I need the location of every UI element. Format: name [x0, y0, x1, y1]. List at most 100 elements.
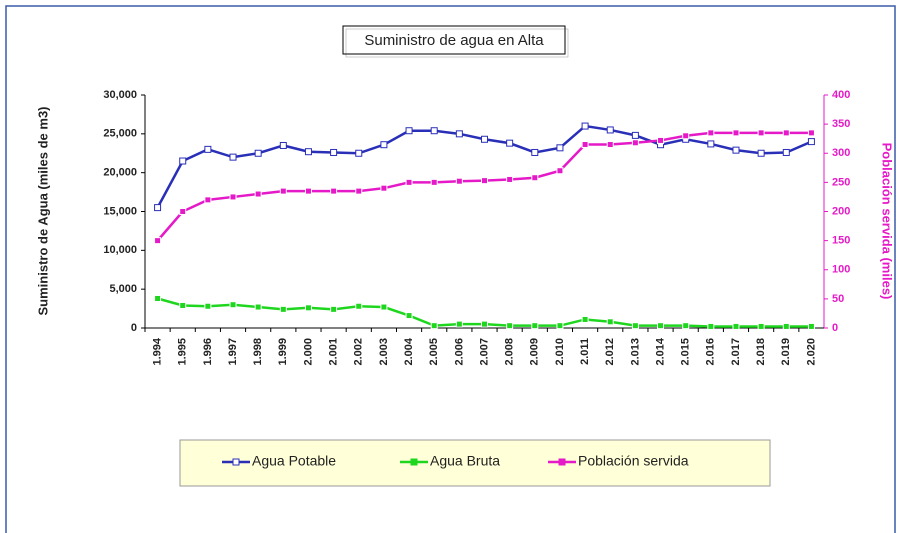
point [380, 141, 388, 149]
point [279, 141, 287, 149]
y2-tick-label: 50 [832, 293, 844, 305]
y-tick-label: 5,000 [109, 283, 137, 295]
point [782, 148, 790, 156]
point [757, 149, 765, 157]
x-tick-label: 2.004 [403, 337, 415, 365]
point [782, 322, 790, 330]
point [732, 129, 740, 137]
y2-tick-label: 400 [832, 89, 850, 101]
point [481, 177, 488, 185]
point [405, 178, 413, 186]
point [355, 149, 363, 157]
x-tick-label: 1.996 [202, 338, 214, 366]
y2-tick-label: 0 [832, 322, 838, 334]
x-tick-label: 2.007 [478, 338, 490, 366]
point [581, 122, 589, 130]
point [179, 208, 187, 215]
point [807, 322, 815, 330]
point [757, 322, 765, 330]
x-tick-label: 2.017 [730, 338, 742, 366]
point [304, 148, 312, 156]
point [531, 148, 539, 156]
legend-label: Agua Bruta [430, 453, 500, 469]
point [531, 322, 539, 330]
point [556, 322, 564, 330]
point [229, 153, 237, 161]
y2-tick-label: 200 [832, 205, 850, 217]
x-tick-label: 2.019 [780, 338, 792, 366]
legend-marker [410, 458, 418, 466]
x-tick-label: 2.015 [680, 338, 692, 366]
point [707, 129, 715, 137]
point [254, 190, 262, 198]
title-box [342, 25, 566, 55]
point [254, 303, 262, 311]
y-tick-label: 10,000 [103, 244, 137, 256]
point [355, 187, 363, 195]
point [506, 175, 514, 183]
x-tick-label: 2.000 [302, 338, 314, 366]
point [179, 157, 187, 165]
y-tick-label: 15,000 [103, 205, 137, 217]
point [229, 193, 237, 201]
x-tick-label: 2.010 [554, 338, 566, 366]
point [606, 318, 614, 326]
point [380, 184, 388, 192]
point [229, 301, 237, 309]
x-tick-label: 1.998 [252, 338, 264, 366]
point [279, 305, 287, 313]
x-tick-label: 2.008 [504, 338, 516, 366]
point [682, 132, 690, 140]
point [556, 144, 564, 152]
point [757, 129, 765, 137]
point [657, 136, 665, 144]
point [707, 140, 715, 148]
x-tick-label: 2.011 [579, 338, 591, 365]
x-tick-label: 1.994 [151, 337, 163, 365]
x-tick-label: 2.003 [378, 338, 390, 366]
x-tick-label: 2.020 [805, 338, 817, 366]
legend-box [179, 439, 771, 487]
point [556, 167, 564, 175]
point [606, 126, 614, 134]
point [204, 302, 212, 310]
point [631, 139, 639, 147]
y2-tick-label: 300 [832, 147, 850, 159]
point [204, 145, 212, 153]
x-tick-label: 2.006 [453, 338, 465, 366]
point [531, 174, 539, 182]
point [380, 303, 388, 311]
point [405, 312, 413, 320]
y-tick-label: 30,000 [103, 89, 137, 101]
point [631, 131, 639, 139]
legend-marker [232, 458, 240, 466]
y-tick-label: 25,000 [103, 128, 137, 140]
point [204, 196, 212, 204]
point [631, 322, 639, 330]
point [455, 177, 463, 185]
point [430, 127, 438, 135]
x-tick-label: 2.001 [328, 338, 340, 366]
y2-tick-label: 100 [832, 264, 850, 276]
point [405, 127, 413, 135]
point [732, 146, 740, 154]
point [304, 187, 312, 195]
y2-tick-label: 250 [832, 176, 850, 188]
point [581, 315, 589, 323]
point [732, 322, 740, 330]
point [581, 141, 589, 149]
x-tick-label: 2.013 [629, 338, 641, 366]
point [330, 187, 338, 195]
y-axis-title: Suministro de Agua (miles de m3) [35, 106, 50, 315]
point [254, 149, 262, 157]
point [707, 322, 715, 330]
point [506, 139, 514, 147]
point [304, 304, 312, 312]
x-tick-label: 2.016 [705, 338, 717, 366]
title-shadow [345, 28, 569, 58]
legend-label: Población servida [578, 453, 689, 469]
point [807, 138, 815, 146]
point [455, 320, 463, 328]
point [807, 129, 815, 137]
